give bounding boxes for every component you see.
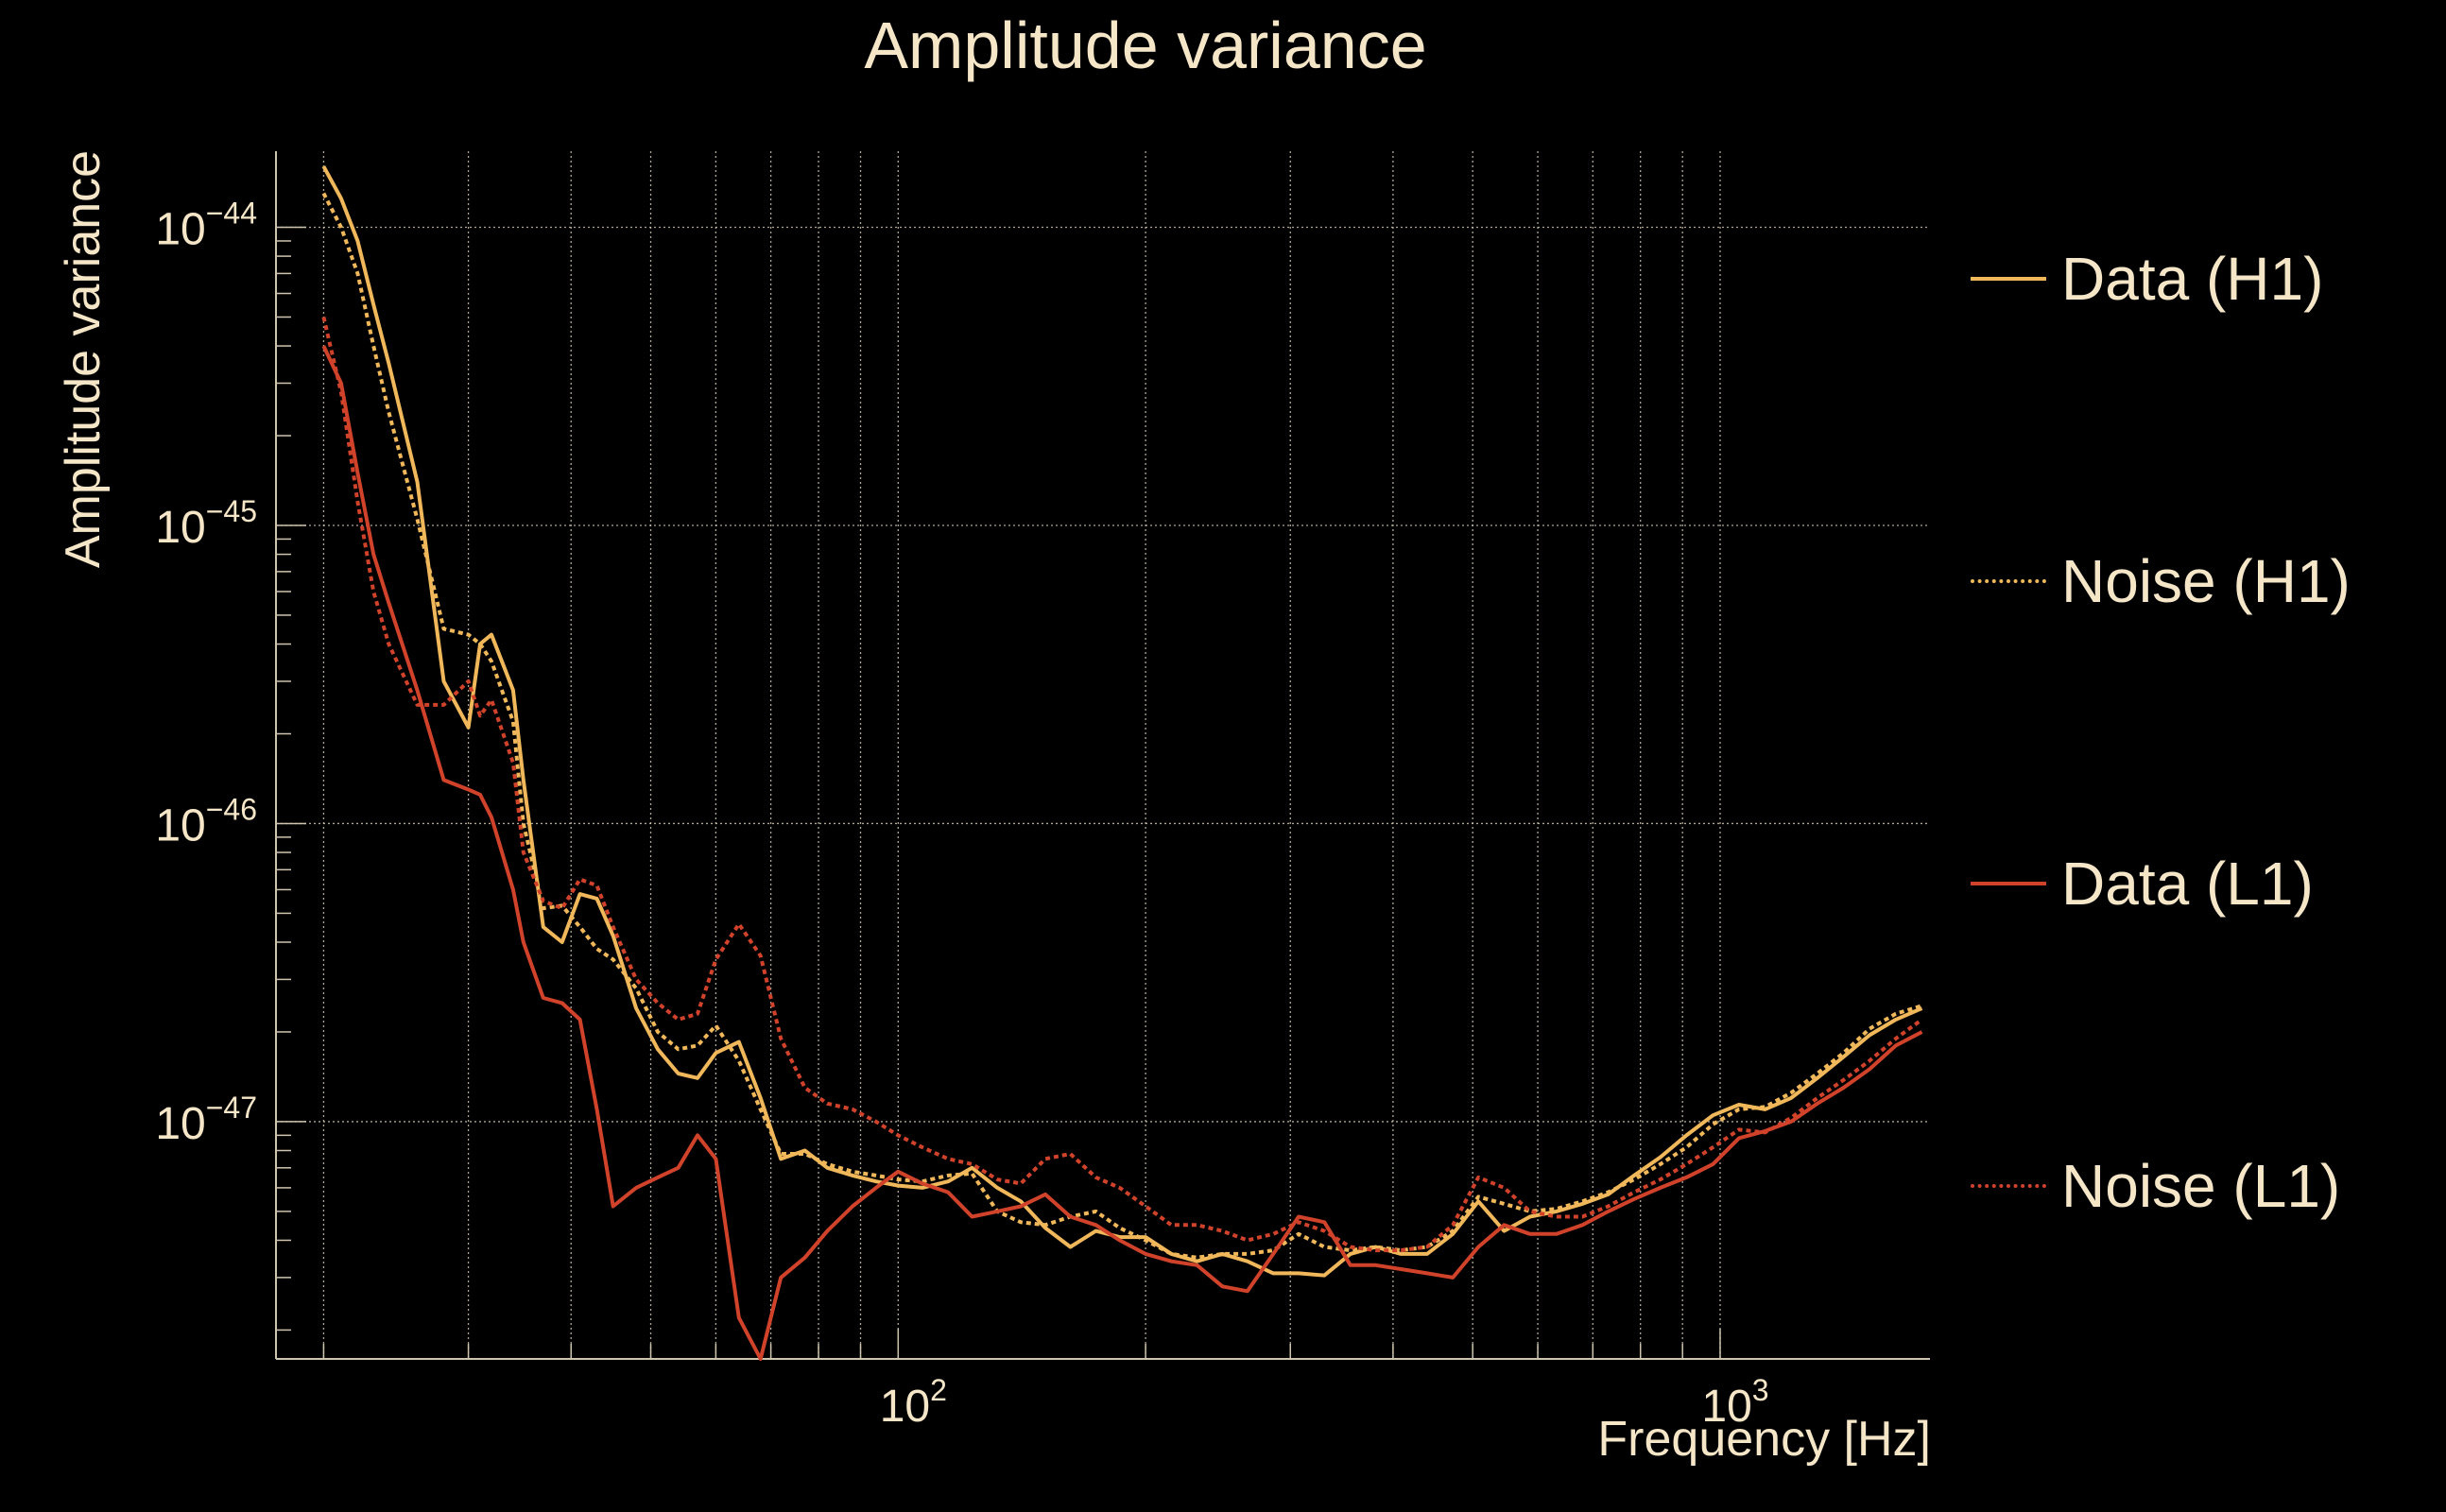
y-tick-label: 10−44 (155, 197, 257, 255)
x-tick-label-base: 10 (1701, 1382, 1751, 1432)
y-tick-label-exponent: −46 (206, 792, 257, 826)
series-line-data-h1 (321, 165, 1923, 1278)
series-line-noise-h1 (321, 192, 1923, 1260)
y-tick-label: 10−46 (155, 792, 257, 850)
legend-item-noise-l1: Noise (L1) (1971, 1143, 2405, 1228)
legend-label-noise-l1: Noise (L1) (2061, 1152, 2341, 1220)
legend-label-data-h1: Data (H1) (2061, 245, 2324, 313)
chart-title: Amplitude variance (864, 9, 1427, 82)
series-line-noise-l1 (321, 317, 1923, 1253)
y-tick-label-exponent: −45 (206, 494, 257, 528)
legend-swatch-data-l1 (1971, 882, 2046, 885)
y-tick-label-base: 10 (155, 800, 205, 850)
legend-label-noise-h1: Noise (H1) (2061, 547, 2351, 615)
legend-item-data-l1: Data (L1) (1971, 841, 2405, 926)
legend-swatch-noise-l1 (1971, 1184, 2046, 1188)
legend-item-data-h1: Data (H1) (1971, 236, 2405, 321)
y-tick-label: 10−47 (155, 1091, 257, 1149)
legend-swatch-data-h1 (1971, 277, 2046, 281)
legend-label-data-l1: Data (L1) (2061, 850, 2314, 918)
y-tick-label: 10−45 (155, 494, 257, 553)
x-tick-label-exponent: 3 (1752, 1373, 1769, 1407)
legend-swatch-noise-h1 (1971, 579, 2046, 583)
series-line-data-l1 (321, 345, 1923, 1361)
y-tick-label-base: 10 (155, 1099, 205, 1149)
x-tick-label-base: 10 (880, 1382, 930, 1432)
y-tick-label-exponent: −47 (206, 1091, 257, 1125)
x-tick-label: 102 (880, 1373, 947, 1432)
y-tick-label-exponent: −44 (206, 197, 257, 231)
x-axis-label: Frequency [Hz] (1597, 1412, 1931, 1467)
x-tick-label: 103 (1701, 1373, 1768, 1432)
x-tick-label-exponent: 2 (930, 1373, 947, 1407)
y-tick-label-base: 10 (155, 503, 205, 553)
y-tick-label-base: 10 (155, 205, 205, 255)
legend-item-noise-h1: Noise (H1) (1971, 539, 2405, 624)
